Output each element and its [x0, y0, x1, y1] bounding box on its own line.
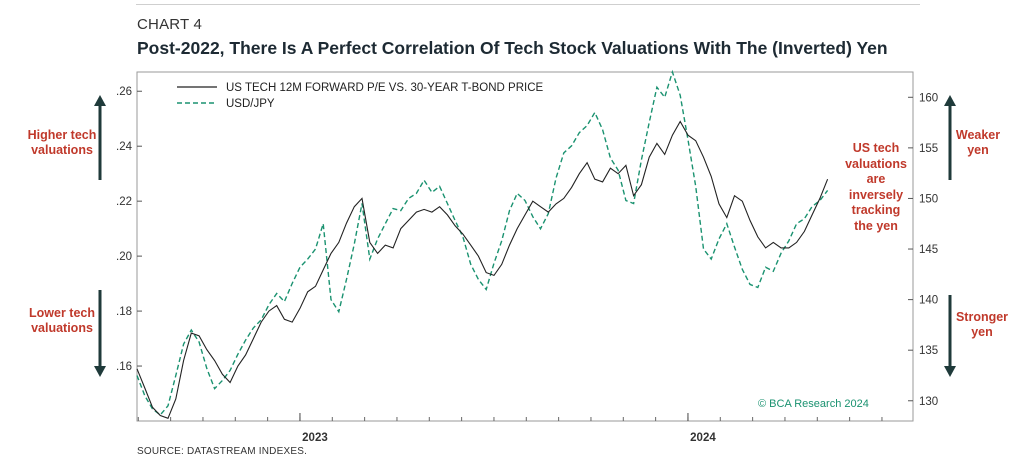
left-tick-label: .20: [116, 251, 132, 263]
note-line: tracking: [851, 203, 901, 217]
lower-valuations-arrow: [94, 290, 106, 377]
note-line: are: [866, 172, 886, 186]
watermark: © BCA Research 2024: [758, 398, 869, 410]
note-line: yen: [971, 325, 993, 339]
note-line: Stronger: [955, 310, 1009, 324]
weaker-yen-note: Weaker yen: [948, 128, 1008, 158]
right-tick-label: 145: [919, 244, 938, 256]
note-line: valuations: [31, 321, 93, 335]
note-line: Higher tech: [27, 128, 97, 142]
right-tick-label: 130: [919, 396, 938, 408]
higher-tech-valuations-note: Higher tech valuations: [18, 128, 106, 158]
top-rule: [136, 4, 920, 5]
legend: US TECH 12M FORWARD P/E VS. 30-YEAR T-BO…: [177, 82, 544, 110]
note-line: valuations: [31, 143, 93, 157]
note-line: Weaker: [955, 128, 1001, 142]
x-axis: 2023 2024: [137, 413, 883, 444]
note-line: US tech: [852, 141, 900, 155]
plot-frame: [136, 71, 914, 422]
chart-title: Post-2022, There Is A Perfect Correlatio…: [137, 38, 888, 58]
note-line: inversely: [848, 187, 904, 202]
usdjpy-line: [136, 69, 829, 416]
legend-label: USD/JPY: [226, 98, 275, 110]
x-tick-label: 2023: [302, 432, 328, 444]
left-axis: .16 .18 .20 .22 .24 .26: [116, 86, 142, 373]
right-tick-label: 160: [919, 92, 938, 104]
left-tick-label: .24: [116, 141, 133, 153]
note-line: valuations: [845, 156, 907, 171]
left-tick-label: .26: [116, 86, 132, 98]
right-tick-label: 140: [919, 295, 938, 307]
legend-label: US TECH 12M FORWARD P/E VS. 30-YEAR T-BO…: [226, 82, 544, 94]
right-tick-label: 150: [919, 193, 938, 205]
inverse-tracking-note: US tech valuations are inversely trackin…: [836, 141, 916, 234]
right-axis: 130 135 140 145 150 155 160: [908, 92, 938, 408]
right-tick-label: 155: [919, 143, 938, 155]
chart-number: CHART 4: [137, 16, 203, 33]
left-tick-label: .18: [116, 306, 132, 318]
weaker-yen-arrow: [944, 95, 956, 180]
stronger-yen-arrow: [944, 295, 956, 377]
left-tick-label: .16: [116, 361, 132, 373]
higher-valuations-arrow: [94, 95, 106, 180]
left-tick-label: .22: [116, 196, 132, 208]
stronger-yen-note: Stronger yen: [948, 310, 1016, 340]
lower-tech-valuations-note: Lower tech valuations: [18, 306, 106, 336]
right-tick-label: 135: [919, 345, 938, 357]
note-line: the yen: [854, 218, 898, 233]
x-tick-label: 2024: [690, 432, 716, 444]
note-line: Lower tech: [29, 306, 95, 320]
note-line: yen: [967, 143, 989, 157]
source-note: SOURCE: DATASTREAM INDEXES.: [137, 446, 308, 457]
tech-pe-line: [136, 120, 829, 419]
